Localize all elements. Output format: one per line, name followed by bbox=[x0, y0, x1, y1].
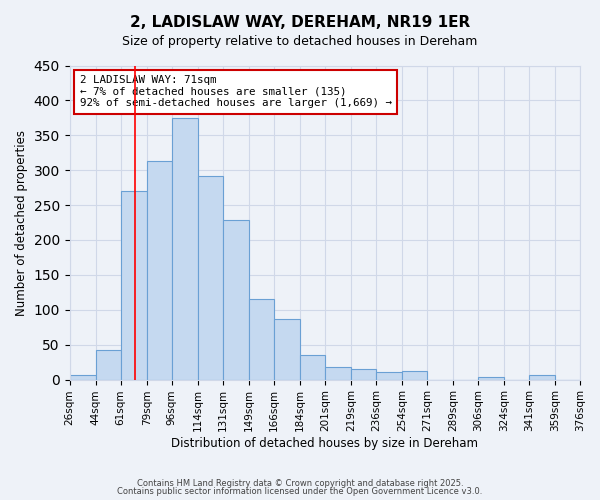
Bar bbox=[96, 350, 121, 380]
Text: Size of property relative to detached houses in Dereham: Size of property relative to detached ho… bbox=[122, 35, 478, 48]
Text: 2 LADISLAW WAY: 71sqm
← 7% of detached houses are smaller (135)
92% of semi-deta: 2 LADISLAW WAY: 71sqm ← 7% of detached h… bbox=[80, 75, 392, 108]
Text: 2, LADISLAW WAY, DEREHAM, NR19 1ER: 2, LADISLAW WAY, DEREHAM, NR19 1ER bbox=[130, 15, 470, 30]
X-axis label: Distribution of detached houses by size in Dereham: Distribution of detached houses by size … bbox=[172, 437, 478, 450]
Bar bbox=[351, 369, 376, 380]
Bar bbox=[198, 176, 223, 380]
Text: Contains HM Land Registry data © Crown copyright and database right 2025.: Contains HM Land Registry data © Crown c… bbox=[137, 478, 463, 488]
Bar bbox=[249, 300, 274, 380]
Bar bbox=[223, 220, 249, 380]
Y-axis label: Number of detached properties: Number of detached properties bbox=[15, 130, 28, 316]
Bar bbox=[529, 374, 555, 380]
Bar bbox=[147, 161, 172, 380]
Bar bbox=[478, 377, 504, 380]
Bar bbox=[70, 374, 96, 380]
Text: Contains public sector information licensed under the Open Government Licence v3: Contains public sector information licen… bbox=[118, 487, 482, 496]
Bar bbox=[300, 355, 325, 380]
Bar bbox=[325, 367, 351, 380]
Bar bbox=[274, 319, 300, 380]
Bar bbox=[172, 118, 198, 380]
Bar bbox=[402, 371, 427, 380]
Bar bbox=[121, 191, 147, 380]
Bar bbox=[376, 372, 402, 380]
